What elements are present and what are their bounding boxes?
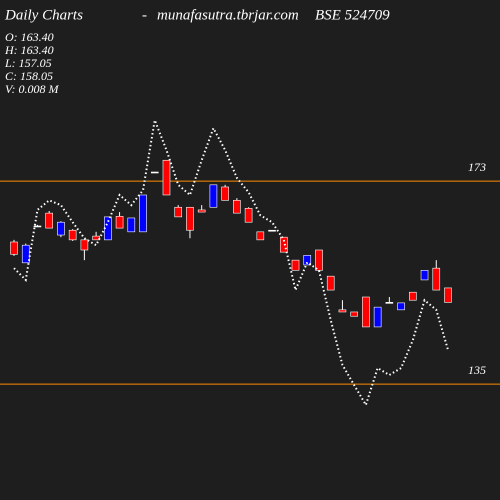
candle-body (385, 302, 394, 304)
candle-body (80, 239, 89, 251)
candle-body (45, 212, 53, 229)
ohlc-info: H: 163.40 (4, 43, 54, 57)
candle-body (209, 184, 218, 208)
candle-body (409, 291, 417, 301)
candle-body (33, 225, 42, 228)
candle-body (444, 287, 452, 303)
candle-body (397, 302, 405, 311)
candle-body (21, 244, 30, 264)
site: munafasutra.tbrjar.com (157, 7, 299, 23)
ohlc-info: O: 163.40 (5, 30, 54, 44)
candle-body (233, 200, 241, 214)
candle-body (362, 296, 370, 328)
candle-body (197, 209, 206, 213)
candle-body (291, 259, 300, 271)
candle-body (256, 231, 265, 241)
candle-body (350, 311, 358, 317)
y-tick-label: 173 (468, 160, 486, 174)
candle-body (268, 229, 276, 232)
candle-body (326, 275, 335, 291)
candle-body (338, 309, 347, 313)
candle-body (174, 206, 183, 218)
separator: - (142, 7, 147, 23)
candle-body (279, 236, 288, 253)
candle-body (150, 171, 159, 174)
candle-body (244, 208, 253, 223)
candle-body (303, 255, 312, 266)
candle-body (57, 221, 65, 236)
candle-body (127, 217, 136, 233)
ohlc-info: L: 157.05 (4, 56, 52, 70)
candle-body (186, 206, 194, 231)
candle-body (162, 159, 171, 196)
chart-title: Daily Charts (4, 7, 83, 23)
candle-body (115, 216, 124, 229)
ohlc-info: V: 0.008 M (5, 82, 60, 96)
candle-body (221, 186, 229, 201)
ohlc-info: C: 158.05 (5, 69, 53, 83)
candle-body (68, 229, 77, 241)
candle-body (373, 306, 382, 328)
candle-body (315, 249, 323, 271)
candle-body (139, 194, 147, 233)
y-tick-label: 135 (468, 363, 486, 377)
candle-body (92, 235, 100, 241)
candle-body (10, 241, 18, 255)
candle-body (432, 267, 441, 291)
candle-body (420, 269, 429, 281)
symbol: BSE 524709 (315, 7, 390, 23)
